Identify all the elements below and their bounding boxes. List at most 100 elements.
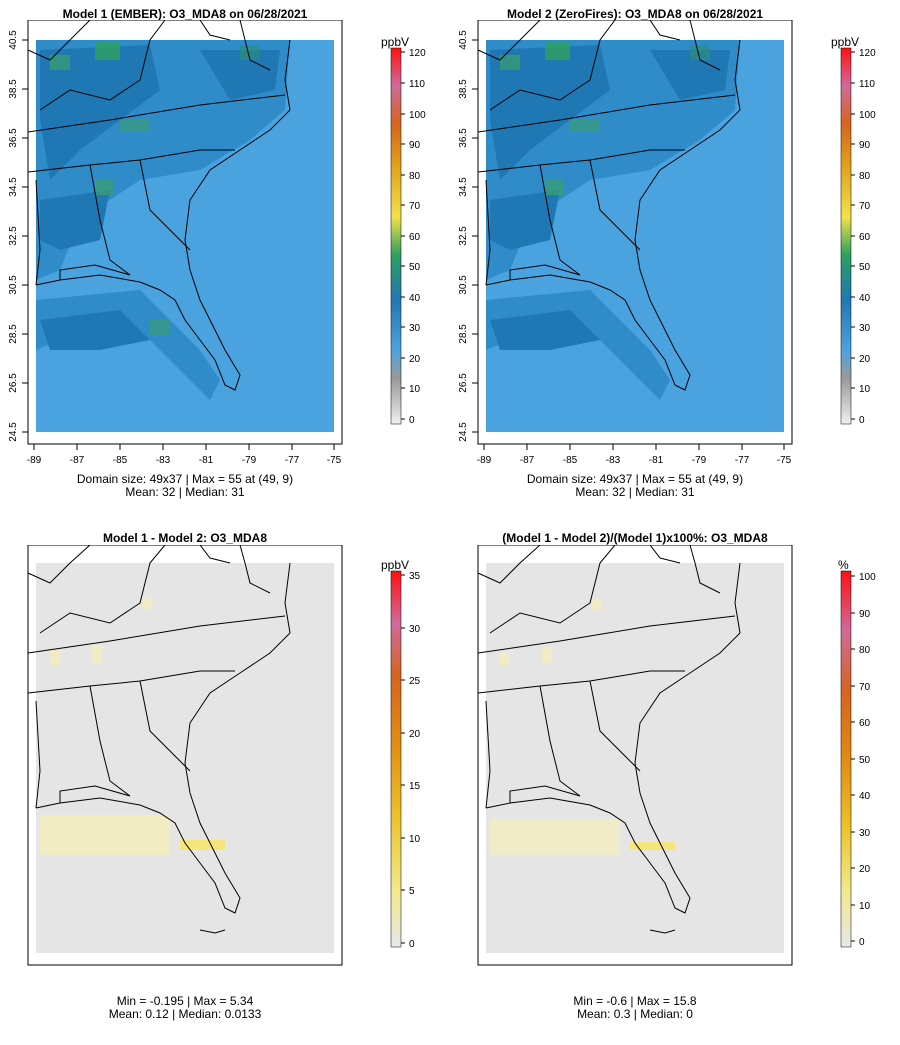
panel3-cb-tick: 15	[409, 781, 421, 792]
panel4-caption: Min = -0.6 | Max = 15.8 Mean: 0.3 | Medi…	[490, 995, 780, 1021]
panel1-caption-line2: Mean: 32 | Median: 31	[125, 485, 245, 499]
panel2-cb-tick: 90	[859, 140, 871, 151]
panel4-cb-tick: 20	[859, 864, 871, 875]
panel2-caption: Domain size: 49x37 | Max = 55 at (49, 9)…	[490, 473, 780, 499]
panel4-caption-line1: Min = -0.6 | Max = 15.8	[573, 994, 697, 1008]
panel2-lat-tick: 28.5	[458, 324, 469, 344]
panel2-cb-tick: 110	[859, 79, 875, 90]
panel2-caption-line1: Domain size: 49x37 | Max = 55 at (49, 9)	[526, 472, 744, 486]
panel2-cb-tick: 80	[859, 171, 871, 182]
panel4-map: 100 90 80 70 60 50 40 30 20 10 0 %	[477, 545, 876, 966]
panel4-cb-tick: 50	[859, 755, 871, 766]
panel3-cb-tick: 25	[409, 676, 421, 687]
panel4-cb-tick: 10	[859, 901, 871, 912]
panel2-cb-tick: 20	[859, 354, 871, 365]
panel2-unit: ppbV	[831, 35, 859, 49]
panel3-colorbar	[390, 570, 402, 948]
panel2-lon-tick: -89	[477, 455, 492, 466]
panel2-lon-tick: -77	[735, 455, 750, 466]
panel4-cb-tick: 60	[859, 718, 871, 729]
panel2-colorbar	[840, 47, 852, 425]
panel2-cb-tick: 60	[859, 232, 871, 243]
panel3-cb-tick: 5	[409, 886, 415, 897]
panel1-boundaries	[27, 20, 291, 391]
panel1-cb-tick: 110	[409, 79, 425, 90]
panel4-cb-tick: 80	[859, 645, 871, 656]
panel2-lon-tick: -83	[606, 455, 621, 466]
panel3-boundaries	[27, 545, 291, 934]
panel1-cb-tick: 90	[409, 140, 421, 151]
panel1-lat-tick: 30.5	[8, 275, 19, 295]
panel2-lat-tick: 40.5	[458, 30, 469, 50]
panel1-cb-tick: 50	[409, 262, 421, 273]
panel2-cb-tick: 100	[859, 110, 876, 121]
panel3-unit: ppbV	[381, 558, 409, 572]
panel3-caption-line1: Min = -0.195 | Max = 5.34	[116, 994, 254, 1008]
panel1-lon-tick: -79	[242, 455, 257, 466]
panel3-field	[36, 563, 334, 953]
panel1-caption: Domain size: 49x37 | Max = 55 at (49, 9)…	[40, 473, 330, 499]
panel2-caption-line2: Mean: 32 | Median: 31	[575, 485, 695, 499]
panel1-lat-tick: 36.5	[8, 128, 19, 148]
panel4-unit: %	[838, 558, 849, 572]
panel2-lon-tick: -87	[520, 455, 535, 466]
panel2-cb-tick: 30	[859, 323, 871, 334]
panel1-lat-axis	[22, 39, 28, 433]
panel4-caption-line2: Mean: 0.3 | Median: 0	[577, 1007, 693, 1021]
panel1-lon-tick: -87	[70, 455, 85, 466]
panel2-map: 40.5 38.5 36.5 34.5 32.5 30.5 28.5 26.5 …	[458, 20, 876, 466]
panel1-cb-tick: 100	[409, 110, 426, 121]
panel1-title: Model 1 (EMBER): O3_MDA8 on 06/28/2021	[62, 7, 308, 21]
panel1-lon-tick: -83	[156, 455, 171, 466]
panel1-lat-tick: 28.5	[8, 324, 19, 344]
panel4-cb-tick: 40	[859, 791, 871, 802]
panel3-caption-line2: Mean: 0.12 | Median: 0.0133	[108, 1007, 262, 1021]
panel1-cb-tick: 80	[409, 171, 421, 182]
panel2-lat-tick: 36.5	[458, 128, 469, 148]
panel2-title: Model 2 (ZeroFires): O3_MDA8 on 06/28/20…	[506, 7, 764, 21]
panel1-map: 40.5 38.5 36.5 34.5 32.5 30.5 28.5 26.5 …	[8, 20, 426, 466]
panel1-colorbar	[390, 47, 402, 425]
panel1-cb-tick: 20	[409, 354, 421, 365]
panel1-lat-tick: 34.5	[8, 177, 19, 197]
panel4-field	[486, 563, 784, 953]
panel4-cb-tick: 30	[859, 828, 871, 839]
panel3-cb-tick: 10	[409, 834, 421, 845]
panel1-lon-tick: -89	[27, 455, 42, 466]
panel1-cb-tick: 30	[409, 323, 421, 334]
panel2-lat-tick: 26.5	[458, 373, 469, 393]
panel2-cb-tick: 10	[859, 384, 871, 395]
panel4-cb-tick: 0	[859, 937, 865, 948]
panel2-lon-tick: -85	[563, 455, 578, 466]
panel3-cb-tick: 20	[409, 729, 421, 740]
panel2-lon-tick: -81	[649, 455, 664, 466]
panel2-cb-tick: 70	[859, 201, 871, 212]
panel3-map: 35 30 25 20 15 10 5 0 ppbV	[27, 545, 421, 966]
panel3-cb-tick: 30	[409, 624, 421, 635]
panel1-cb-tick: 60	[409, 232, 421, 243]
panel1-caption-line1: Domain size: 49x37 | Max = 55 at (49, 9)	[76, 472, 294, 486]
panel1-cb-tick: 40	[409, 293, 421, 304]
panel1-cb-tick: 10	[409, 384, 421, 395]
panel1-lat-tick: 40.5	[8, 30, 19, 50]
panel2-lat-tick: 24.5	[458, 422, 469, 442]
panel1-unit: ppbV	[381, 35, 409, 49]
panel4-title: (Model 1 - Model 2)/(Model 1)x100%: O3_M…	[502, 531, 768, 545]
panel2-cb-tick: 120	[859, 48, 876, 59]
panel2-cb-tick: 40	[859, 293, 871, 304]
panel1-cb-tick: 0	[409, 415, 415, 426]
panel3-cb-tick: 0	[409, 939, 415, 950]
panel4-cb-tick: 70	[859, 682, 871, 693]
panel1-lat-tick: 24.5	[8, 422, 19, 442]
panel1-lat-tick: 26.5	[8, 373, 19, 393]
panel1-lon-tick: -85	[113, 455, 128, 466]
panel1-lon-tick: -75	[327, 455, 342, 466]
panel2-lat-tick: 32.5	[458, 226, 469, 246]
panel4-boundaries	[477, 545, 741, 934]
panel1-lat-tick: 32.5	[8, 226, 19, 246]
panel4-cb-tick: 90	[859, 609, 871, 620]
panel3-title: Model 1 - Model 2: O3_MDA8	[102, 531, 268, 545]
panel4-colorbar	[840, 570, 852, 948]
panel4-cb-tick: 100	[859, 572, 876, 583]
panel2-lon-tick: -79	[692, 455, 707, 466]
